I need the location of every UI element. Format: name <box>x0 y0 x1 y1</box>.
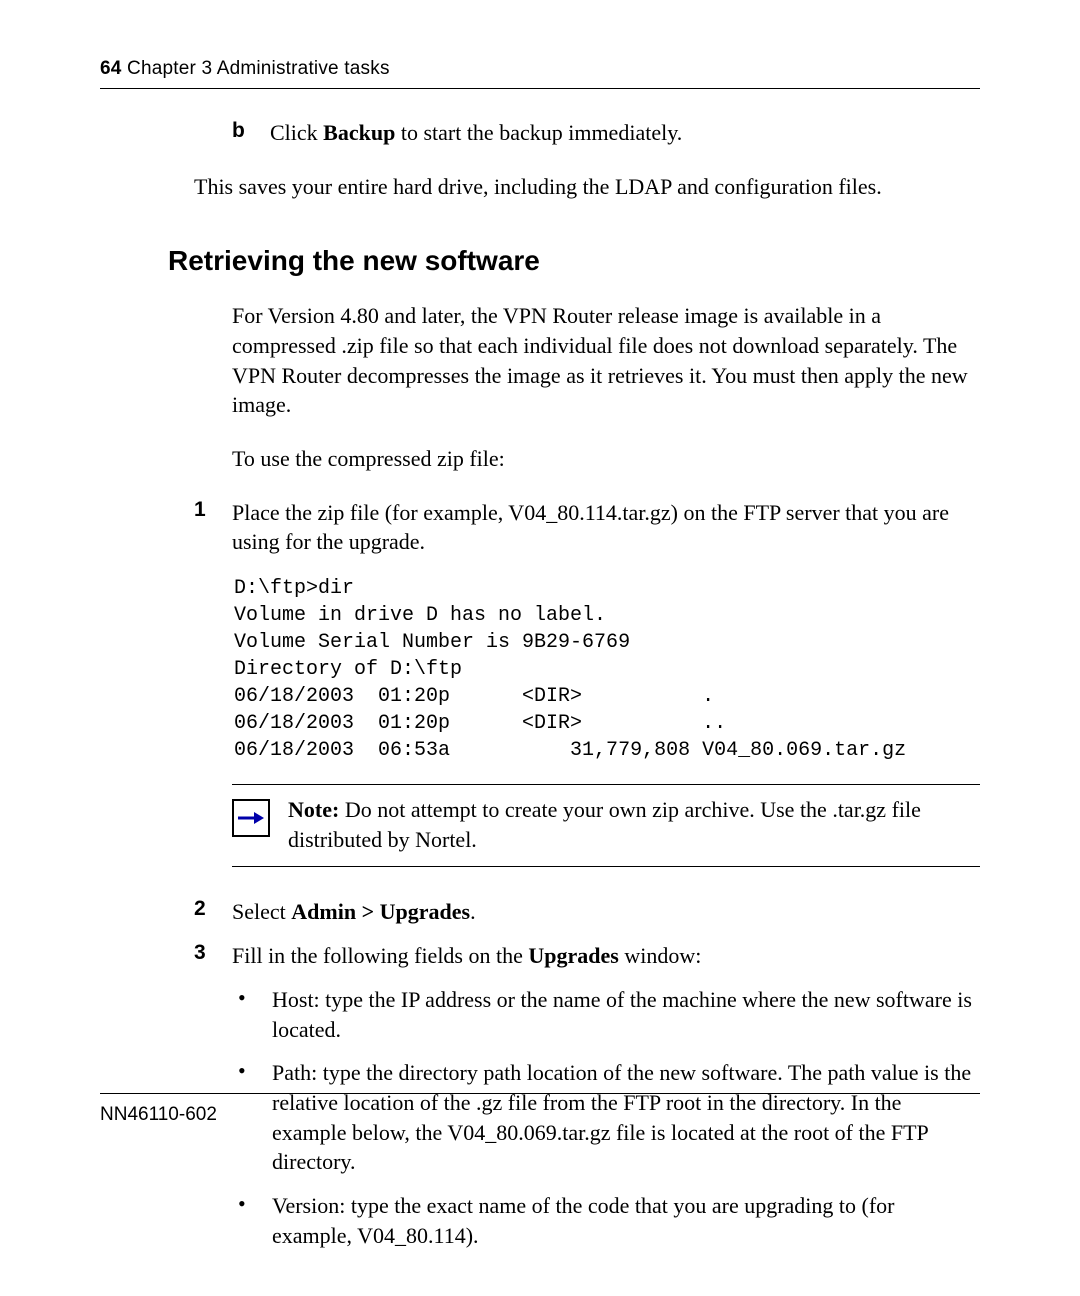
use-paragraph: To use the compressed zip file: <box>232 444 980 474</box>
bullet-text: Version: type the exact name of the code… <box>272 1191 980 1250</box>
substep-text: Click Backup to start the backup immedia… <box>270 119 682 148</box>
step-number: 2 <box>194 897 232 927</box>
step-text: Place the zip file (for example, V04_80.… <box>232 498 980 557</box>
step-3: 3 Fill in the following fields on the Up… <box>232 941 980 971</box>
page-number: 64 <box>100 58 122 79</box>
save-paragraph: This saves your entire hard drive, inclu… <box>194 172 990 202</box>
page: 64 Chapter 3 Administrative tasks b Clic… <box>0 0 1080 1296</box>
step-number: 3 <box>194 941 232 971</box>
arrow-icon <box>232 799 270 837</box>
chapter-label: Chapter 3 Administrative tasks <box>127 58 390 79</box>
note-text: Note: Do not attempt to create your own … <box>288 795 980 854</box>
section-heading: Retrieving the new software <box>168 245 980 277</box>
substep-marker: b <box>232 119 270 148</box>
code-block: D:\ftp>dir Volume in drive D has no labe… <box>234 575 980 764</box>
doc-number: NN46110-602 <box>100 1104 217 1125</box>
substep-b: b Click Backup to start the backup immed… <box>232 119 980 148</box>
step-1: 1 Place the zip file (for example, V04_8… <box>232 498 980 557</box>
list-item: • Host: type the IP address or the name … <box>232 985 980 1044</box>
footer: NN46110-602 <box>100 1093 980 1126</box>
bullet-marker: • <box>232 1191 272 1250</box>
note-box: Note: Do not attempt to create your own … <box>232 784 980 867</box>
intro-paragraph: For Version 4.80 and later, the VPN Rout… <box>232 301 980 420</box>
running-header: 64 Chapter 3 Administrative tasks <box>100 58 980 89</box>
step-number: 1 <box>194 498 232 557</box>
list-item: • Version: type the exact name of the co… <box>232 1191 980 1250</box>
bullet-text: Host: type the IP address or the name of… <box>272 985 980 1044</box>
bullet-marker: • <box>232 985 272 1044</box>
step-text: Select Admin > Upgrades. <box>232 897 980 927</box>
step-2: 2 Select Admin > Upgrades. <box>232 897 980 927</box>
step-text: Fill in the following fields on the Upgr… <box>232 941 980 971</box>
body: b Click Backup to start the backup immed… <box>232 119 980 201</box>
